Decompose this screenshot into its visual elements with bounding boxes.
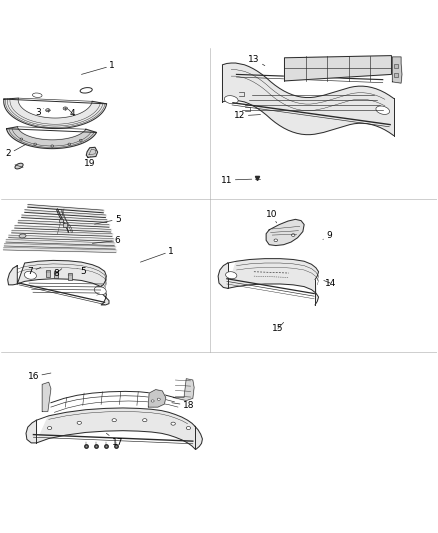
Text: 12: 12 (234, 111, 261, 120)
Polygon shape (28, 205, 104, 213)
Ellipse shape (151, 400, 154, 402)
Ellipse shape (143, 418, 147, 422)
Ellipse shape (20, 138, 23, 140)
Text: 15: 15 (272, 322, 284, 333)
Polygon shape (266, 220, 304, 246)
Ellipse shape (46, 109, 50, 112)
Ellipse shape (32, 93, 42, 98)
Text: 14: 14 (324, 279, 336, 288)
Ellipse shape (19, 234, 26, 238)
Ellipse shape (68, 143, 71, 146)
Bar (394, 64, 399, 68)
Polygon shape (12, 230, 113, 236)
Polygon shape (9, 235, 114, 241)
Polygon shape (223, 63, 394, 135)
Bar (59, 219, 63, 222)
Text: 5: 5 (95, 215, 120, 224)
Polygon shape (173, 379, 194, 400)
Text: 8: 8 (54, 269, 62, 278)
Ellipse shape (47, 426, 52, 430)
Polygon shape (42, 382, 51, 411)
Text: 19: 19 (85, 157, 96, 168)
Ellipse shape (274, 239, 278, 241)
Text: 1: 1 (81, 61, 115, 75)
Ellipse shape (79, 139, 82, 141)
Text: 10: 10 (265, 209, 277, 223)
Text: 18: 18 (172, 401, 194, 410)
Ellipse shape (51, 145, 53, 147)
Bar (63, 223, 67, 227)
Text: 9: 9 (323, 231, 332, 240)
Ellipse shape (376, 106, 389, 115)
Bar (54, 271, 58, 278)
Bar (46, 270, 49, 277)
Text: 4: 4 (68, 109, 75, 118)
Polygon shape (148, 390, 166, 407)
Text: 1: 1 (141, 247, 174, 262)
Ellipse shape (80, 87, 92, 93)
Ellipse shape (171, 422, 175, 425)
Polygon shape (6, 239, 115, 246)
Polygon shape (4, 98, 106, 128)
Bar (394, 73, 399, 77)
Ellipse shape (186, 426, 191, 430)
Text: 2: 2 (6, 144, 26, 158)
Polygon shape (4, 244, 116, 249)
Polygon shape (25, 210, 106, 217)
Text: 17: 17 (106, 433, 124, 447)
Ellipse shape (77, 421, 81, 424)
Polygon shape (21, 215, 108, 222)
Ellipse shape (25, 271, 36, 279)
Polygon shape (18, 220, 110, 227)
Ellipse shape (94, 286, 106, 295)
Ellipse shape (63, 107, 67, 110)
Polygon shape (26, 408, 202, 449)
Polygon shape (86, 147, 98, 157)
Text: 5: 5 (77, 267, 86, 276)
Polygon shape (285, 55, 392, 81)
Polygon shape (218, 259, 318, 302)
Text: 11: 11 (221, 175, 252, 184)
Bar (68, 273, 72, 280)
Ellipse shape (15, 163, 23, 169)
Polygon shape (392, 57, 402, 83)
Polygon shape (14, 225, 112, 232)
Polygon shape (4, 247, 117, 253)
Text: 6: 6 (92, 236, 120, 245)
Ellipse shape (157, 398, 160, 400)
Text: 3: 3 (35, 108, 43, 117)
Text: 16: 16 (28, 372, 51, 381)
Ellipse shape (112, 418, 117, 422)
Ellipse shape (226, 272, 237, 279)
Text: 13: 13 (248, 54, 265, 66)
Ellipse shape (34, 143, 36, 146)
Polygon shape (7, 127, 96, 149)
Text: 7: 7 (28, 267, 41, 276)
Ellipse shape (291, 234, 295, 236)
Ellipse shape (224, 95, 238, 104)
Polygon shape (8, 261, 109, 305)
